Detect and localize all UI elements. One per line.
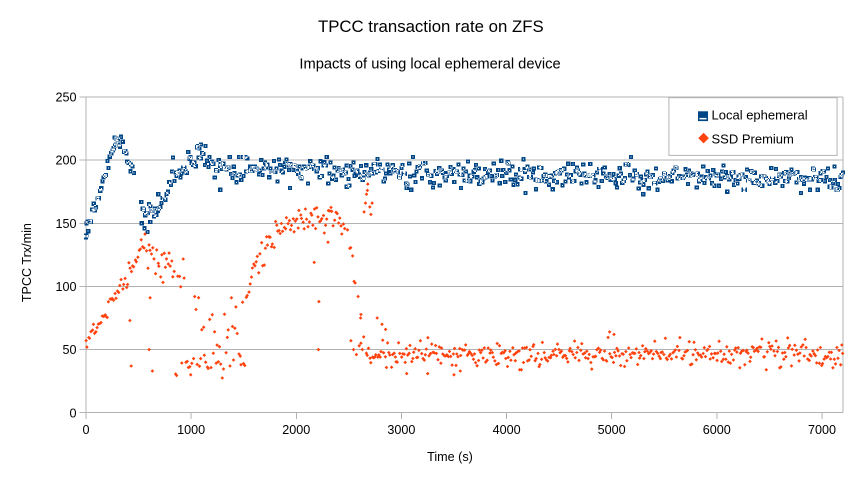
- svg-text:5000: 5000: [598, 423, 626, 437]
- svg-text:100: 100: [55, 280, 76, 294]
- svg-text:Local ephemeral: Local ephemeral: [712, 108, 808, 123]
- svg-text:250: 250: [55, 91, 76, 105]
- svg-text:2000: 2000: [282, 423, 310, 437]
- svg-text:3000: 3000: [387, 423, 415, 437]
- svg-text:200: 200: [55, 154, 76, 168]
- svg-text:50: 50: [62, 343, 76, 357]
- svg-text:0: 0: [82, 423, 89, 437]
- svg-text:4000: 4000: [493, 423, 521, 437]
- svg-text:150: 150: [55, 217, 76, 231]
- svg-text:Time (s): Time (s): [427, 450, 473, 464]
- svg-text:6000: 6000: [703, 423, 731, 437]
- svg-text:TPCC Trx/min: TPCC Trx/min: [20, 223, 34, 302]
- svg-text:0: 0: [69, 406, 76, 420]
- svg-text:Impacts of using local ephemer: Impacts of using local ephemeral device: [299, 57, 560, 73]
- svg-text:TPCC transaction rate on ZFS: TPCC transaction rate on ZFS: [318, 17, 544, 36]
- svg-text:SSD Premium: SSD Premium: [712, 132, 794, 147]
- svg-text:7000: 7000: [808, 423, 836, 437]
- svg-text:1000: 1000: [177, 423, 205, 437]
